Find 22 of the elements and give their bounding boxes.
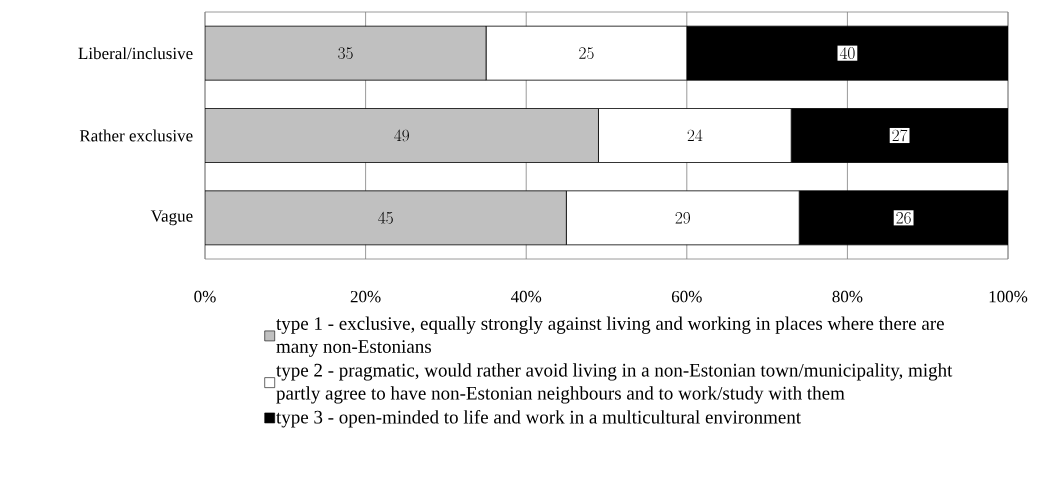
- x-tick-label: 20%: [350, 290, 381, 303]
- data-label: 24: [687, 129, 703, 142]
- data-label: 26: [896, 212, 911, 224]
- data-label: 25: [579, 47, 594, 59]
- data-label: 40: [839, 47, 855, 59]
- x-tick-label: 100%: [989, 290, 1028, 303]
- bar: [205, 190, 567, 246]
- x-tick-label: 0%: [194, 290, 216, 303]
- y-tick-label: Liberal/inclusive: [78, 47, 193, 60]
- data-label: 49: [394, 129, 409, 142]
- data-label: 45: [378, 211, 393, 224]
- legend-label: type 3 - open-minded to life and work in a multicultural environment: [276, 410, 801, 428]
- x-tick-label: 40%: [510, 290, 542, 303]
- y-tick-label: Vague: [150, 210, 193, 226]
- bar: [205, 108, 599, 163]
- x-tick-label: 80%: [832, 290, 863, 303]
- data-label: 27: [892, 129, 908, 142]
- x-tick-label: 60%: [671, 290, 702, 303]
- data-label: 35: [338, 47, 353, 59]
- bar: [205, 25, 487, 81]
- y-tick-label: Rather exclusive: [79, 129, 193, 142]
- data-label: 29: [675, 212, 691, 224]
